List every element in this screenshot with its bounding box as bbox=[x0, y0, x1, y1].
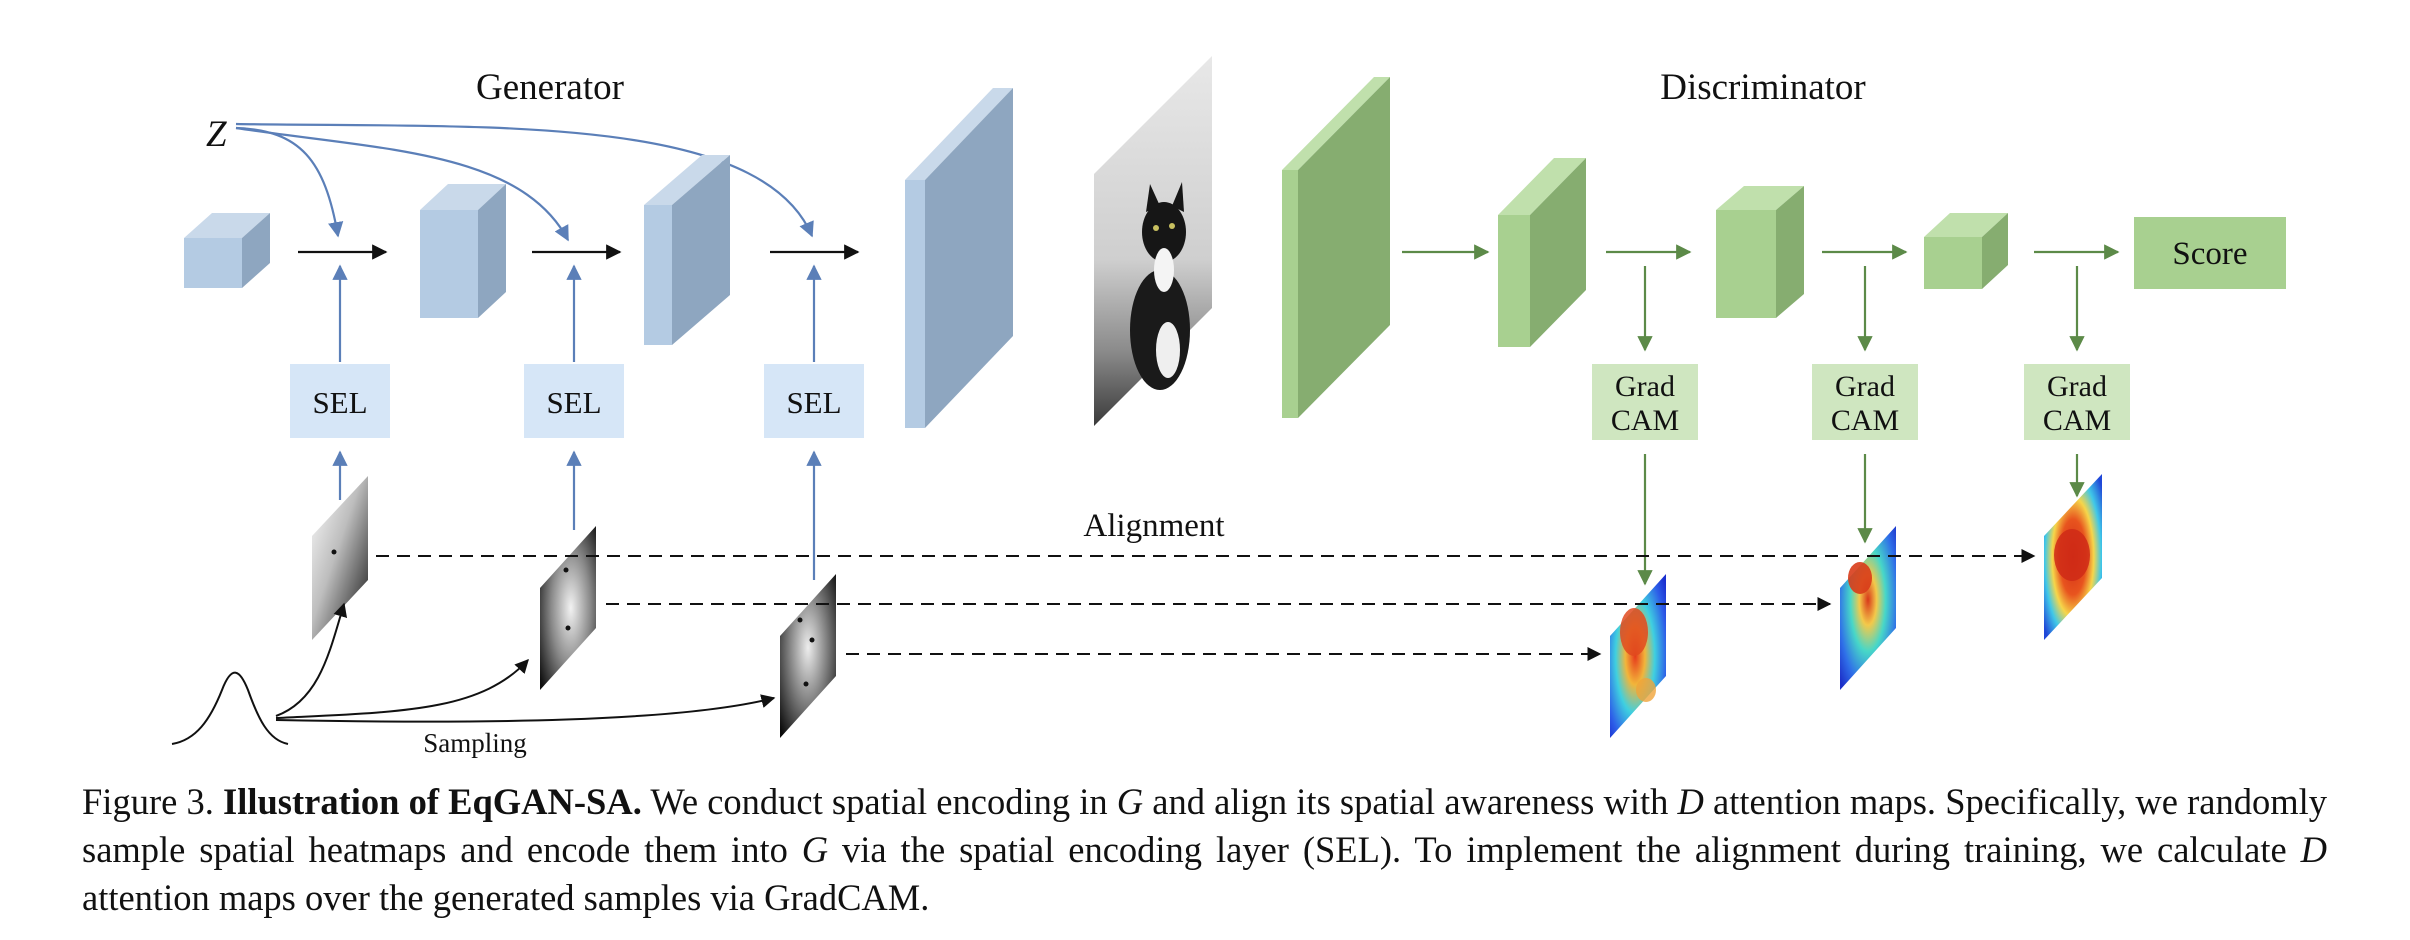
sampling-arrow-2 bbox=[275, 658, 529, 719]
generator-block-4 bbox=[905, 88, 1013, 428]
caption-text-3: attention maps. Specifically, we randoml… bbox=[82, 781, 2328, 870]
discriminator-block-1 bbox=[1282, 77, 1390, 418]
caption-symbol-g-2: G bbox=[801, 829, 829, 870]
generated-sample-image bbox=[1094, 56, 1212, 426]
generator-title: Generator bbox=[476, 67, 624, 108]
latent-arrows bbox=[235, 122, 814, 242]
discriminator-block-2 bbox=[1498, 158, 1586, 347]
latent-arrow-2 bbox=[235, 126, 569, 242]
generator-block-3 bbox=[644, 155, 730, 345]
sel-label-1: SEL bbox=[312, 385, 367, 420]
gradcam-1-line2: CAM bbox=[1611, 404, 1679, 437]
alignment-label: Alignment bbox=[1083, 508, 1224, 544]
caption-symbol-g-1: G bbox=[1116, 781, 1144, 822]
gradcam-box-2: Grad CAM bbox=[1812, 364, 1918, 440]
gradcam-2-line2: CAM bbox=[1831, 404, 1899, 437]
alignment-lines bbox=[376, 549, 2036, 661]
sel-box-1: SEL bbox=[290, 364, 390, 438]
caption-text-5: attention maps over the generated sample… bbox=[82, 877, 930, 918]
caption-title: Illustration of EqGAN-SA. bbox=[222, 781, 642, 822]
spatial-heatmap-1 bbox=[312, 476, 368, 640]
sel-box-3: SEL bbox=[764, 364, 864, 438]
gradcam-3-line2: CAM bbox=[2043, 404, 2111, 437]
score-label: Score bbox=[2172, 236, 2247, 272]
discriminator-title: Discriminator bbox=[1660, 67, 1866, 108]
sel-box-2: SEL bbox=[524, 364, 624, 438]
attention-map-1 bbox=[1610, 574, 1666, 738]
figure-caption: Figure 3. Illustration of EqGAN-SA. We c… bbox=[82, 778, 2327, 922]
generator-block-2 bbox=[420, 184, 506, 318]
caption-text-4: via the spatial encoding layer (SEL). To… bbox=[828, 829, 2301, 870]
caption-text-1: We conduct spatial encoding in bbox=[641, 781, 1117, 822]
generator-block-1 bbox=[184, 213, 270, 288]
gaussian-curve bbox=[171, 671, 289, 745]
caption-text-2: and align its spatial awareness with bbox=[1143, 781, 1678, 822]
caption-symbol-d-2: D bbox=[2300, 829, 2327, 870]
caption-figure-label: Figure 3. bbox=[82, 781, 214, 822]
latent-arrow-3 bbox=[235, 122, 814, 238]
latent-z-label: Z bbox=[206, 114, 227, 155]
sampling-arrows bbox=[275, 602, 776, 723]
gradcam-arrows bbox=[1637, 266, 2085, 586]
discriminator-block-3 bbox=[1716, 186, 1804, 318]
sel-up-arrows bbox=[332, 264, 822, 580]
sampling-arrow-3 bbox=[275, 694, 776, 723]
caption-symbol-d-1: D bbox=[1677, 781, 1704, 822]
score-box: Score bbox=[2134, 217, 2286, 289]
attention-map-3 bbox=[2044, 474, 2102, 640]
sel-label-2: SEL bbox=[546, 385, 601, 420]
attention-map-2 bbox=[1840, 526, 1896, 690]
gradcam-2-line1: Grad bbox=[1835, 370, 1895, 403]
sel-label-3: SEL bbox=[786, 385, 841, 420]
spatial-heatmap-2 bbox=[540, 526, 596, 690]
discriminator-block-4 bbox=[1924, 213, 2008, 289]
spatial-heatmap-3 bbox=[780, 574, 836, 738]
sampling-arrow-1 bbox=[275, 602, 348, 717]
gradcam-box-1: Grad CAM bbox=[1592, 364, 1698, 440]
gradcam-3-line1: Grad bbox=[2047, 370, 2107, 403]
gradcam-1-line1: Grad bbox=[1615, 370, 1675, 403]
gradcam-box-3: Grad CAM bbox=[2024, 364, 2130, 440]
sampling-label: Sampling bbox=[423, 728, 527, 758]
